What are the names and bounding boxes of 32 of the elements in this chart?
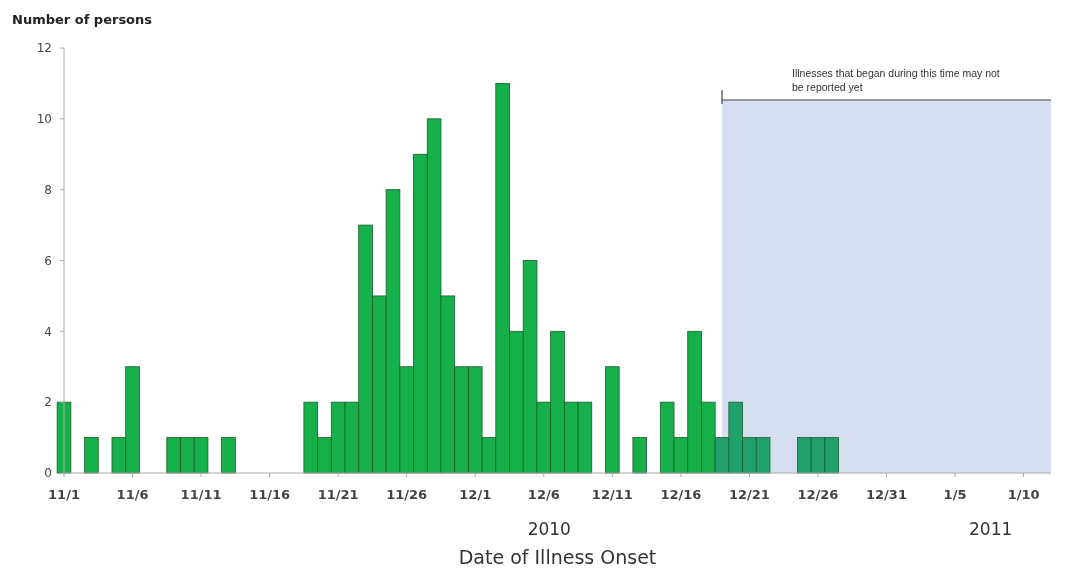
bar xyxy=(221,437,236,474)
bar xyxy=(605,366,620,474)
text: 2010 xyxy=(527,519,571,539)
y-tick-label: 2 xyxy=(44,395,52,410)
x-tick-label: 11/21 xyxy=(317,487,359,502)
y-axis-title: Number of persons xyxy=(12,12,153,27)
x-tick-label: 12/1 xyxy=(459,487,492,502)
x-tick-label: 11/1 xyxy=(48,487,80,502)
x-tick-label: 12/26 xyxy=(797,487,839,502)
x-tick-label: 1/5 xyxy=(943,487,967,502)
bar xyxy=(632,437,647,474)
x-tick-label: 1/10 xyxy=(1007,487,1040,502)
x-tick-label: 11/11 xyxy=(180,487,222,502)
x-tick-label: 11/6 xyxy=(116,487,149,502)
band-label: Illnesses that began during this time may not be reported yet xyxy=(792,66,1001,94)
bar xyxy=(84,437,99,474)
y-tick-label: 6 xyxy=(44,253,52,268)
x-tick-label: 12/31 xyxy=(866,487,907,502)
bar xyxy=(56,401,72,474)
y-tick-label: 4 xyxy=(44,324,52,339)
x-tick-label: 12/16 xyxy=(660,487,702,502)
x-axis-title: Date of Illness Onset xyxy=(458,546,657,568)
y-tick-label: 0 xyxy=(44,466,52,481)
y-tick-label: 12 xyxy=(36,41,52,56)
x-tick-label: 12/21 xyxy=(728,487,770,502)
x-tick-label: 12/6 xyxy=(527,487,560,502)
y-tick-label: 8 xyxy=(44,182,52,197)
x-tick-label: 11/26 xyxy=(386,487,428,502)
x-tick-label: 12/11 xyxy=(591,487,633,502)
text: 2011 xyxy=(969,519,1013,539)
x-tick-label: 11/16 xyxy=(249,487,291,502)
y-tick-label: 10 xyxy=(36,112,52,127)
